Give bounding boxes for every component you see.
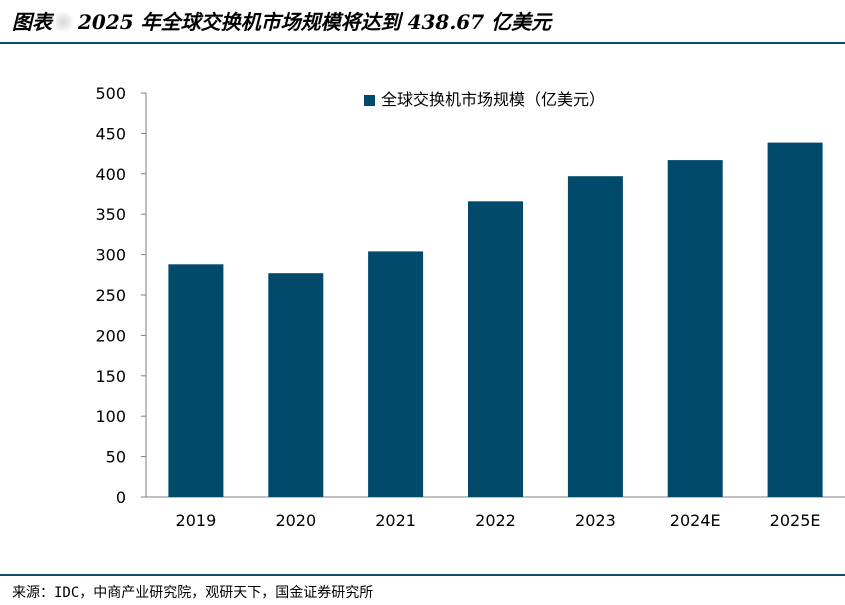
x-tick-label: 2020 — [275, 511, 316, 530]
redacted-mark — [56, 12, 74, 32]
source-note: 来源：IDC，中商产业研究院，观研天下，国金证券研究所 — [12, 585, 374, 601]
y-tick-label: 450 — [95, 124, 126, 143]
y-tick-label: 350 — [95, 205, 126, 224]
page-title: 图表 2025 年全球交换机市场规模将达到 438.67 亿美元 — [12, 6, 551, 35]
y-tick-label: 500 — [95, 84, 126, 103]
x-tick-label: 2019 — [176, 511, 217, 530]
title-main: 2025 年全球交换机市场规模将达到 438.67 亿美元 — [78, 10, 552, 34]
x-tick-label: 2021 — [375, 511, 416, 530]
bar-2025E — [767, 142, 823, 497]
y-tick-label: 300 — [95, 246, 126, 265]
y-tick-label: 200 — [95, 326, 126, 345]
x-tick-label: 2024E — [670, 511, 721, 530]
y-tick-label: 250 — [95, 286, 126, 305]
y-tick-label: 50 — [106, 448, 126, 467]
title-bar: 图表 2025 年全球交换机市场规模将达到 438.67 亿美元 — [0, 0, 845, 44]
y-tick-label: 400 — [95, 165, 126, 184]
bar-2024E — [667, 160, 723, 497]
bar-2020 — [268, 273, 324, 497]
bars — [168, 142, 823, 498]
chart-legend: 全球交换机市场规模（亿美元） — [364, 90, 605, 109]
footer-rule — [0, 574, 845, 576]
y-axis: 0 50 100 150 200 250 300 350 400 450 500 — [95, 84, 147, 507]
x-axis: 2019 2020 2021 2022 2023 2024E 2025E — [146, 496, 845, 530]
bar-2021 — [368, 251, 424, 497]
x-tick-label: 2023 — [575, 511, 616, 530]
x-tick-label: 2022 — [475, 511, 516, 530]
y-tick-label: 100 — [95, 407, 126, 426]
bar-chart: 全球交换机市场规模（亿美元） 0 50 100 150 200 250 300 350 400 4… — [95, 84, 845, 530]
y-tick-label: 150 — [95, 367, 126, 386]
y-tick-label: 0 — [116, 488, 126, 507]
legend-swatch — [364, 95, 375, 106]
title-prefix: 图表 — [12, 10, 52, 34]
x-tick-label: 2025E — [770, 511, 821, 530]
bar-2023 — [567, 176, 623, 497]
legend-label: 全球交换机市场规模（亿美元） — [381, 90, 605, 109]
bar-2022 — [468, 201, 523, 498]
bar-2019 — [168, 264, 224, 497]
